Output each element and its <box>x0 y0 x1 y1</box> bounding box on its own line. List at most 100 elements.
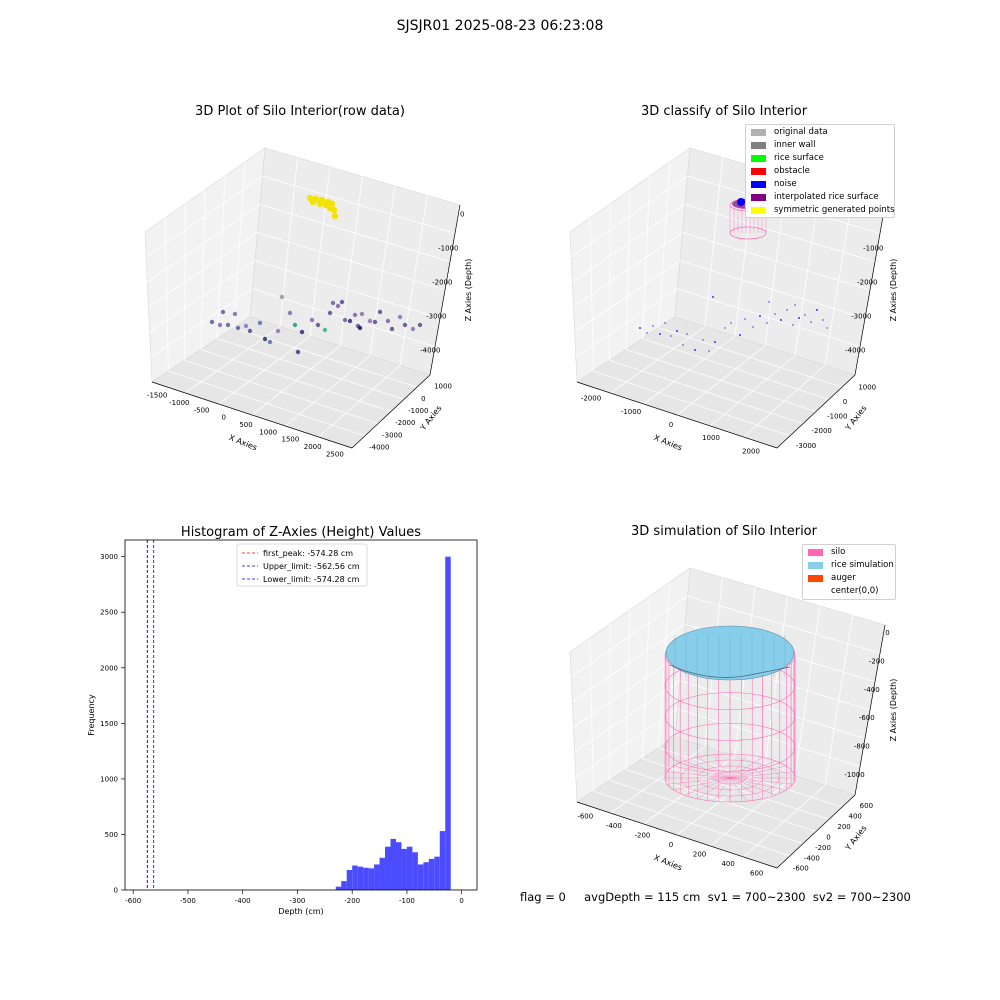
panel3-legend: silo rice simulation auger center(0,0) <box>802 544 896 600</box>
data-point <box>822 319 824 321</box>
data-point <box>232 311 238 317</box>
histogram-bar <box>412 852 418 890</box>
rice-surface-contour <box>669 664 791 678</box>
x-tick-label: 0 <box>669 421 673 429</box>
data-point <box>225 322 231 328</box>
data-point <box>714 341 716 343</box>
x-tick-label: -400 <box>606 822 622 830</box>
data-point <box>794 304 796 306</box>
z-tick-label: -200 <box>869 657 885 665</box>
legend-swatch <box>751 206 766 214</box>
silo-ring <box>664 692 796 741</box>
x-tick-label: -500 <box>180 897 196 905</box>
grid-line <box>658 747 843 808</box>
x-tick-label: -300 <box>289 897 305 905</box>
x-axis-label: X Axies <box>228 433 259 452</box>
y-tick-label: 1000 <box>858 383 876 391</box>
noise-cluster <box>737 198 745 206</box>
x-tick-label: 1500 <box>282 436 300 444</box>
legend-label: obstacle <box>774 166 810 176</box>
x-tick-label: 1000 <box>259 428 277 436</box>
grid-line <box>145 175 263 258</box>
silo-base-ring <box>713 771 747 785</box>
panel3-title: 3D simulation of Silo Interior <box>631 524 817 539</box>
data-point <box>217 322 223 328</box>
data-point <box>220 309 226 315</box>
histogram-chart: Histogram of Z-Axies (Height) Values -600… <box>87 525 478 916</box>
plot-frame <box>124 539 478 891</box>
z-tick-label: -1000 <box>863 245 883 253</box>
panel1-3d-plot: -1500-1000-5000500100015002000250010000-… <box>144 147 473 458</box>
z-axis-label: Z Axies (Depth) <box>464 259 473 322</box>
legend-swatch <box>751 128 766 136</box>
y-tick-label: 600 <box>860 802 873 810</box>
z-tick-label: -4000 <box>420 347 440 355</box>
data-point <box>766 322 768 324</box>
grid-line <box>570 175 688 258</box>
data-point <box>639 327 641 329</box>
z-axis-line <box>429 204 461 376</box>
x-tick-label: 200 <box>693 850 706 858</box>
data-point <box>670 335 672 337</box>
legend-entry: obstacle <box>751 166 810 176</box>
data-point <box>357 325 363 331</box>
legend-swatch <box>808 574 823 582</box>
y-tick-label: -3000 <box>796 442 816 450</box>
legend-label: rice surface <box>774 153 824 163</box>
z-tick-label: -2000 <box>857 279 877 287</box>
data-point <box>798 317 800 319</box>
histogram-bar <box>434 856 440 890</box>
data-point <box>730 322 732 324</box>
z-axis-line <box>854 204 886 376</box>
data-point <box>315 322 321 328</box>
data-point <box>292 322 298 328</box>
y-tick-label: -400 <box>804 854 820 862</box>
x-tick-label: -500 <box>194 406 210 414</box>
data-point <box>372 319 378 325</box>
grid-line <box>658 327 843 388</box>
data-point <box>316 200 324 208</box>
data-point <box>385 318 391 324</box>
data-point <box>279 294 285 300</box>
histogram-bar <box>368 868 375 890</box>
data-point <box>744 318 746 320</box>
data-point <box>377 309 383 315</box>
z-axis-label: Z Axies (Depth) <box>889 679 898 742</box>
data-point <box>322 327 328 333</box>
data-point <box>664 322 666 324</box>
data-point <box>646 332 648 334</box>
data-point <box>367 318 373 324</box>
histogram-bar <box>363 867 369 890</box>
x-tick-label: 600 <box>750 869 763 877</box>
data-point <box>816 309 818 311</box>
z-tick-label: -1000 <box>438 245 458 253</box>
y-tick-label: -2000 <box>812 427 832 435</box>
legend-entry: inner wall <box>751 140 815 150</box>
legend-swatch <box>751 141 766 149</box>
data-point <box>335 303 341 309</box>
x-axis-label: X Axies <box>653 853 684 872</box>
panel1-axes: -1500-1000-5000500100015002000250010000-… <box>144 147 473 458</box>
x-axis-line <box>576 801 778 869</box>
data-point <box>682 344 684 346</box>
y-tick-label: -600 <box>793 865 809 873</box>
data-point <box>739 334 741 336</box>
legend-entry: interpolated rice surface <box>751 192 879 202</box>
legend-label: symmetric generated points <box>774 205 895 215</box>
legend-swatch <box>751 167 766 175</box>
y-tick-label: 1000 <box>434 383 452 391</box>
y-tick-label: 2000 <box>100 664 118 672</box>
data-point <box>359 311 365 317</box>
x-tick-label: -1500 <box>147 392 167 400</box>
legend-swatch <box>751 154 766 162</box>
silo-base-ring <box>697 765 763 791</box>
legend-entry: original data <box>751 127 828 137</box>
histogram-bar <box>417 864 424 890</box>
x-tick-label: -600 <box>125 897 141 905</box>
status-footer: flag = 0 avgDepth = 115 cm sv1 = 700~230… <box>520 890 911 904</box>
x-axis-line <box>576 381 778 449</box>
panel3-axes: -600 -400 -200 0 200 400 600 600 400 200 0 -200 -400… <box>569 567 898 877</box>
data-point <box>330 300 336 306</box>
data-point <box>257 320 263 326</box>
legend-swatch <box>751 193 766 201</box>
